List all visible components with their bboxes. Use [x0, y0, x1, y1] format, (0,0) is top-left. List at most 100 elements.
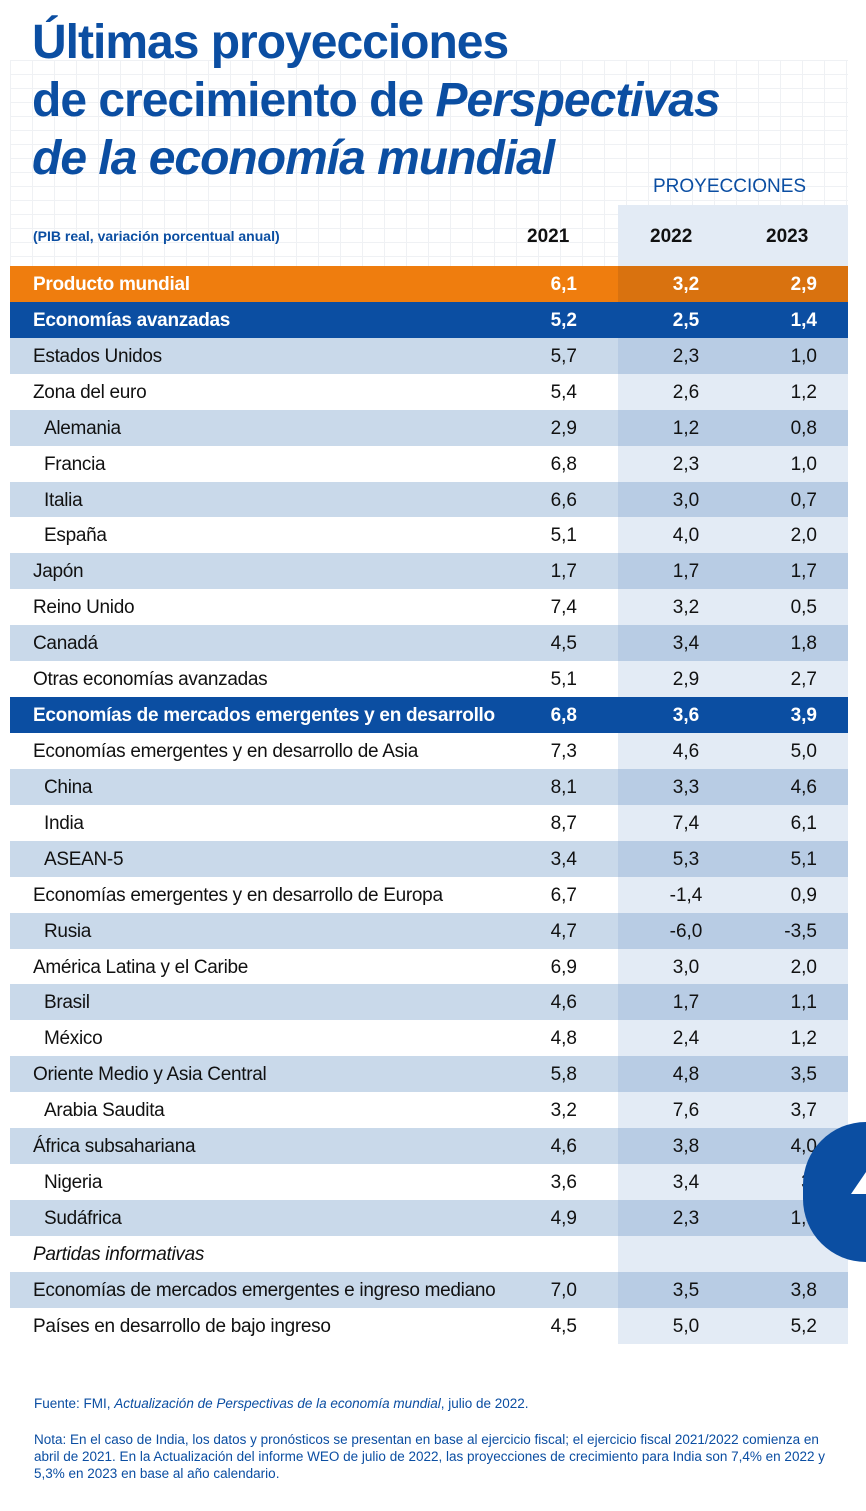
source-title: Actualización de Perspectivas de la econ…	[114, 1396, 441, 1411]
value-2021: 7,4	[550, 597, 577, 619]
value-2022: 3,4	[672, 1172, 700, 1194]
table-row: Países en desarrollo de bajo ingreso 4,5…	[10, 1308, 848, 1344]
row-label: Italia	[44, 489, 83, 511]
table-row: Economías emergentes y en desarrollo de …	[10, 877, 848, 913]
value-2023: -3,5	[784, 920, 817, 942]
value-2023: 2,0	[790, 525, 817, 547]
table-row: Producto mundial 6,1 3,2 2,9	[10, 266, 848, 302]
projection-cell-bg	[618, 912, 848, 949]
value-2022: 4,6	[672, 740, 700, 762]
value-2022: 7,6	[672, 1100, 700, 1122]
value-2023: 5,0	[790, 740, 817, 762]
value-2023: 1,1	[790, 992, 817, 1014]
footnote: Nota: En el caso de India, los datos y p…	[34, 1432, 825, 1481]
projection-cell-bg	[618, 409, 848, 446]
row-label: Países en desarrollo de bajo ingreso	[33, 1315, 331, 1337]
value-2022: 7,4	[672, 812, 700, 834]
row-label: Economías de mercados emergentes e ingre…	[33, 1279, 496, 1301]
value-2023: 1,0	[790, 345, 817, 367]
value-2021: 6,6	[550, 489, 577, 511]
table-row: Economías de mercados emergentes y en de…	[10, 697, 848, 733]
projection-cell-bg	[618, 266, 848, 302]
projection-cell-bg	[618, 625, 848, 662]
row-label: Canadá	[33, 633, 98, 655]
value-2023: 3,5	[790, 1064, 817, 1086]
value-2021: 1,7	[550, 561, 577, 583]
row-label: Alemania	[44, 417, 121, 439]
value-2022: 2,5	[672, 309, 700, 331]
projection-cell-bg	[618, 301, 848, 338]
row-label: Reino Unido	[33, 597, 135, 619]
arrow-icon	[851, 1172, 866, 1194]
row-label: México	[44, 1028, 103, 1050]
row-label: India	[44, 812, 84, 834]
value-2023: 1,8	[790, 633, 817, 655]
table-row: Partidas informativas	[10, 1236, 848, 1272]
value-2021: 3,6	[550, 1172, 577, 1194]
row-label: Producto mundial	[33, 274, 190, 295]
value-2022: 2,6	[672, 381, 700, 403]
value-2021: 6,1	[550, 274, 577, 295]
value-2022: -6,0	[669, 920, 703, 942]
value-2023: 4,0	[790, 1136, 817, 1158]
value-2021: 4,8	[550, 1028, 577, 1050]
value-2022: 1,7	[672, 561, 700, 583]
table-row: África subsahariana 4,6 3,8 4,0	[10, 1128, 848, 1165]
value-2021: 5,4	[550, 381, 577, 403]
value-2022: 5,3	[672, 848, 700, 870]
projection-cell-bg	[618, 984, 848, 1021]
projections-label: PROYECCIONES	[653, 176, 807, 197]
value-2021: 6,8	[550, 453, 577, 475]
value-2023: 1,7	[790, 561, 817, 583]
value-2021: 3,4	[550, 848, 577, 870]
row-label: Partidas informativas	[33, 1243, 205, 1265]
value-2021: 5,2	[550, 309, 577, 331]
value-2022: 3,4	[672, 633, 700, 655]
row-label: ASEAN-5	[44, 848, 124, 870]
year-header-2022: 2022	[650, 226, 693, 247]
value-2023: 1,2	[790, 1028, 817, 1050]
projection-cell-bg	[618, 768, 848, 805]
source-suffix: , julio de 2022.	[440, 1396, 529, 1411]
value-2021: 8,1	[550, 776, 577, 798]
value-2023: 0,8	[790, 417, 817, 439]
row-label: Economías emergentes y en desarrollo de …	[33, 884, 443, 906]
projection-cell-bg	[618, 697, 848, 733]
row-label: Otras economías avanzadas	[33, 669, 268, 691]
value-2023: 3,9	[790, 705, 817, 727]
value-2023: 0,7	[790, 489, 817, 511]
table-row: Zona del euro 5,4 2,6 1,2	[10, 374, 848, 410]
value-2022: 3,5	[672, 1279, 700, 1301]
projection-cell-bg	[618, 337, 848, 374]
table-row: Economías avanzadas 5,2 2,5 1,4	[10, 301, 848, 338]
year-header-2023: 2023	[766, 226, 809, 247]
value-2022: 1,7	[672, 992, 700, 1014]
value-2022: 3,2	[672, 597, 700, 619]
row-label: Sudáfrica	[44, 1207, 122, 1229]
value-2023: 1,0	[790, 453, 817, 475]
value-2022: 3,3	[672, 776, 700, 798]
value-2021: 5,8	[550, 1064, 577, 1086]
row-label: África subsahariana	[33, 1136, 196, 1158]
title-line-1: Últimas proyecciones	[32, 16, 509, 69]
row-label: España	[44, 525, 107, 547]
value-2023: 0,5	[790, 597, 817, 619]
row-label: Japón	[33, 561, 84, 583]
value-2023: 1,4	[790, 309, 817, 331]
value-2022: 3,8	[672, 1136, 700, 1158]
table-row: Canadá 4,5 3,4 1,8	[10, 625, 848, 662]
row-label: Zona del euro	[33, 381, 147, 403]
row-label: Nigeria	[44, 1172, 103, 1194]
value-2021: 6,7	[550, 884, 577, 906]
value-2022: 2,3	[672, 453, 700, 475]
row-label: Economías emergentes y en desarrollo de …	[33, 740, 418, 762]
value-2022: 3,0	[672, 489, 700, 511]
title-italic: Perspectivas	[435, 74, 720, 127]
value-2021: 5,7	[550, 345, 577, 367]
value-2021: 4,5	[550, 1315, 577, 1337]
value-2022: 3,0	[672, 956, 700, 978]
table-row: Francia 6,8 2,3 1,0	[10, 446, 848, 482]
value-2021: 3,2	[550, 1100, 577, 1122]
value-2022: 3,2	[672, 274, 700, 295]
row-label: Francia	[44, 453, 106, 475]
